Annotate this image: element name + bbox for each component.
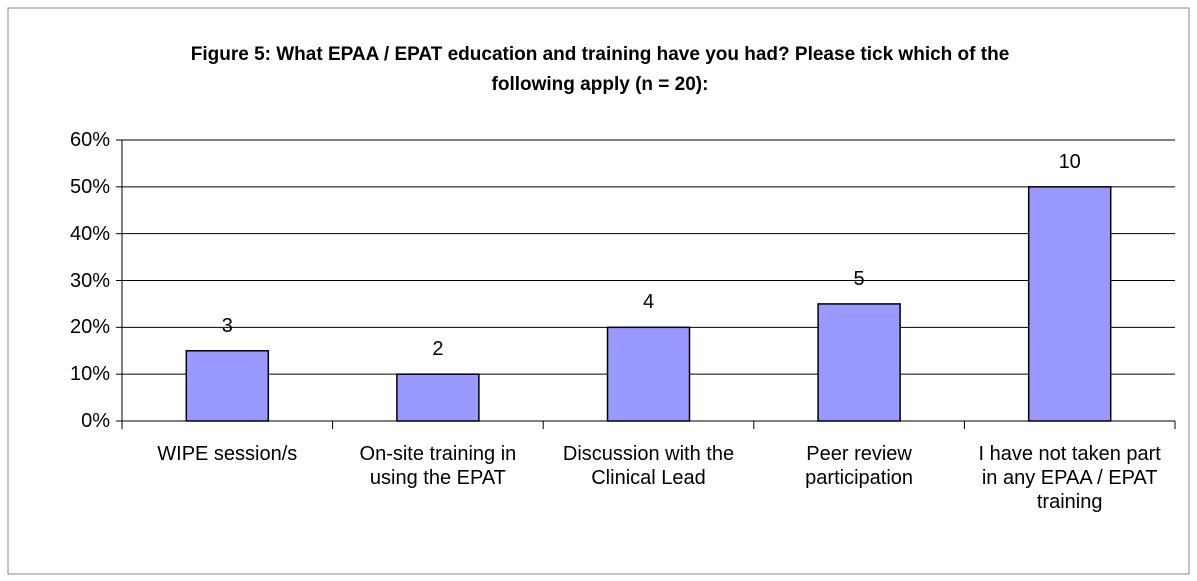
data-label: 10	[1058, 150, 1081, 173]
data-label: 4	[642, 291, 655, 314]
bar	[606, 326, 691, 422]
bar	[817, 303, 901, 422]
bar	[185, 350, 270, 422]
data-label: 5	[853, 267, 865, 290]
x-tick-label: Discussion with the Clinical Lead	[562, 443, 735, 489]
y-tick-label: 30%	[69, 269, 110, 292]
bar	[1027, 186, 1112, 422]
y-tick-label: 10%	[69, 363, 110, 386]
y-tick-label: 40%	[69, 222, 110, 245]
x-tick-label: I have not taken part in any EPAA / EPAT…	[978, 443, 1161, 513]
x-tick-label: Peer review participation	[805, 443, 914, 489]
bar	[396, 373, 480, 422]
data-label: 3	[221, 314, 233, 337]
x-tick-label: WIPE session/s	[157, 443, 298, 465]
chart-border	[7, 7, 1190, 575]
chart-title: Figure 5: What EPAA / EPAT education and…	[190, 44, 1010, 95]
y-tick-label: 60%	[69, 129, 110, 151]
y-tick-label: 20%	[69, 316, 110, 339]
x-tick-label: On-site training in using the EPAT	[359, 443, 517, 489]
y-tick-label: 0%	[81, 410, 110, 432]
data-label: 2	[432, 338, 444, 361]
y-tick-label: 50%	[69, 175, 110, 198]
